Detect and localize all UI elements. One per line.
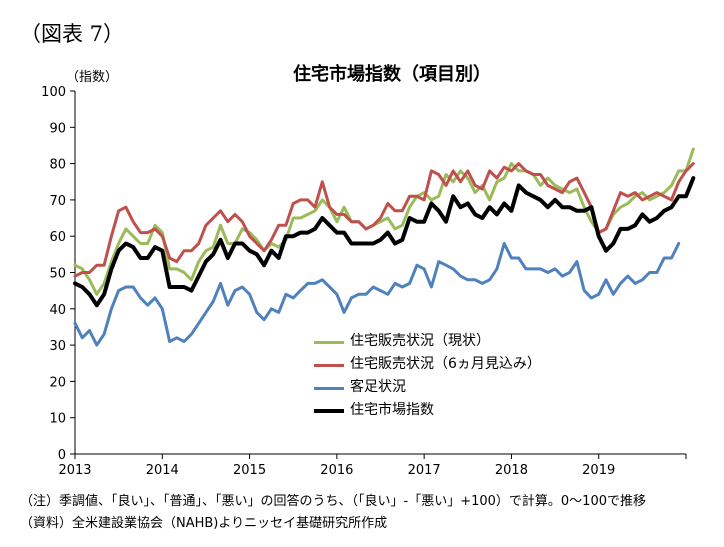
series-line-0: [73, 147, 695, 296]
series-line-1: [73, 162, 695, 278]
x-tick-label: 2015: [233, 463, 266, 478]
legend-item-traffic: 客足状況: [310, 376, 541, 399]
footnote: （注）季調値、「良い」、「普通」、「悪い」の回答のうち、（「良い」-「悪い」+1…: [20, 494, 646, 509]
legend-item-sales-current: 住宅販売状況（現状）: [310, 330, 541, 353]
x-tick-label: 2014: [146, 463, 179, 478]
x-tick-label: 2013: [58, 463, 91, 478]
y-tick-label: 70: [49, 194, 66, 209]
legend-label-sales-current: 住宅販売状況（現状）: [350, 333, 490, 349]
legend: 住宅販売状況（現状） 住宅販売状況（6ヵ月見込み） 客足状況 住宅市場指数: [310, 330, 541, 422]
legend-swatch-hmi: [314, 409, 344, 413]
series-line-2: [73, 242, 681, 347]
legend-item-sales-expected: 住宅販売状況（6ヵ月見込み）: [310, 353, 541, 376]
y-tick-label: 20: [49, 375, 66, 390]
y-tick-label: 50: [49, 267, 66, 282]
chart-title: 住宅市場指数（項目別）: [293, 64, 491, 85]
x-tick-label: 2016: [320, 463, 353, 478]
x-tick-label: 2019: [582, 463, 615, 478]
legend-item-hmi: 住宅市場指数: [310, 399, 541, 422]
y-tick-label: 90: [49, 121, 66, 136]
y-tick-label: 100: [41, 85, 66, 100]
legend-swatch-traffic: [314, 387, 344, 390]
figure-label: （図表 7）: [20, 22, 125, 46]
y-tick-label: 30: [49, 339, 66, 354]
legend-label-traffic: 客足状況: [350, 379, 406, 395]
legend-label-sales-expected: 住宅販売状況（6ヵ月見込み）: [350, 356, 541, 372]
legend-label-hmi: 住宅市場指数: [350, 402, 434, 418]
y-tick-label: 0: [58, 448, 66, 463]
y-tick-label: 60: [49, 230, 66, 245]
source-note: （資料）全米建設業協会（NAHB)よりニッセイ基礎研究所作成: [20, 516, 388, 531]
legend-swatch-sales-current: [314, 341, 344, 344]
series-line-3: [73, 176, 696, 308]
y-axis-unit-label: （指数）: [66, 70, 119, 85]
y-tick-label: 40: [49, 303, 66, 318]
legend-swatch-sales-expected: [314, 364, 344, 367]
y-tick-label: 10: [49, 412, 66, 427]
line-chart: 0 10 20 30 40 50 60 70 80 90 100 2013 2014 2015 2016 20…: [41, 85, 696, 478]
x-tick-label: 2017: [408, 463, 441, 478]
x-tick-label: 2018: [495, 463, 528, 478]
y-tick-label: 80: [49, 158, 66, 173]
